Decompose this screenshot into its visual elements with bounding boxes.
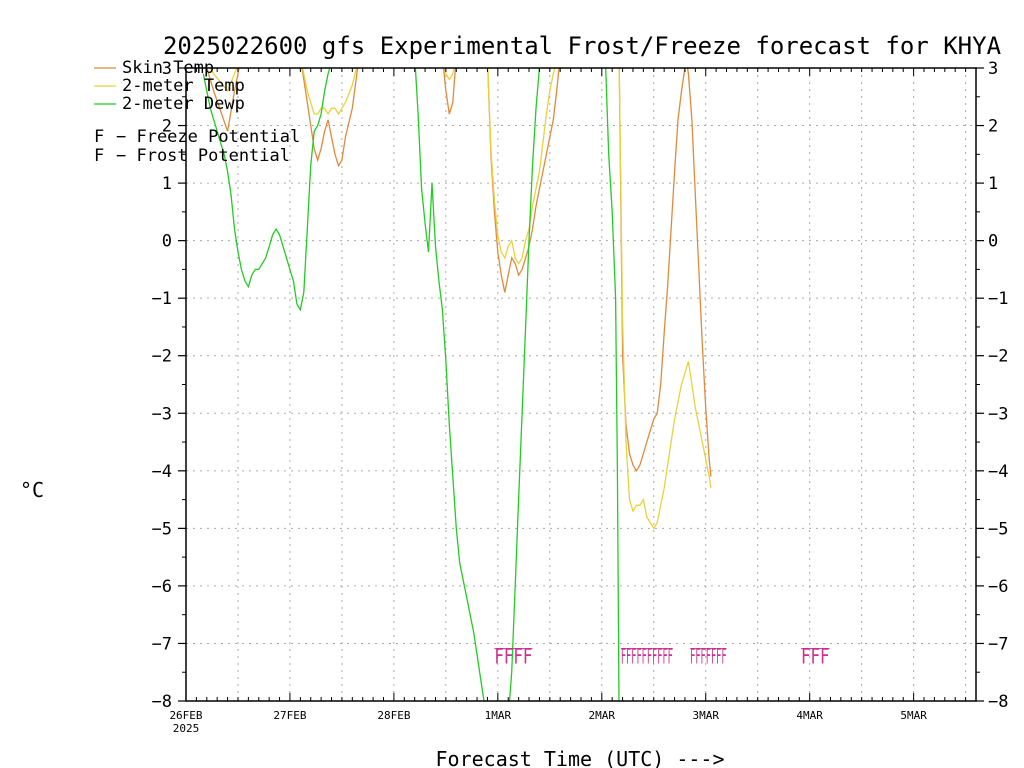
y-tick-label-left: 0 xyxy=(162,232,172,252)
legend-label-2: 2-meter Dewp xyxy=(122,94,245,114)
series-line-1 xyxy=(209,68,712,530)
y-tick-label-right: 1 xyxy=(988,174,998,194)
y-tick-label-left: −2 xyxy=(152,347,172,367)
legend-flag-letter-1: F xyxy=(94,146,104,166)
x-tick-label: 1MAR xyxy=(485,709,512,722)
y-tick-label-left: 1 xyxy=(162,174,172,194)
gridlines xyxy=(186,68,976,701)
y-axis-left: −8 −7 −6 −5 −4 −3 −2 −1 0 1 2 3 xyxy=(152,59,186,712)
y-tick-label-left: −4 xyxy=(152,462,172,482)
y-tick-label-left: −7 xyxy=(152,634,172,654)
x-tick-label: 2MAR xyxy=(589,709,616,722)
y-tick-label-left: −5 xyxy=(152,519,172,539)
y-tick-label-right: −5 xyxy=(988,519,1008,539)
x-tick-label: 28FEB xyxy=(377,709,410,722)
chart-title: 2025022600 gfs Experimental Frost/Freeze… xyxy=(163,32,1002,60)
x-axis-label: Forecast Time (UTC) ---> xyxy=(436,747,725,768)
y-tick-label-left: −1 xyxy=(152,289,172,309)
series-line-2 xyxy=(202,68,620,701)
y-tick-label-left: −3 xyxy=(152,404,172,424)
x-tick-label: 26FEB xyxy=(169,709,202,722)
legend-flag-letter-0: F xyxy=(94,127,104,147)
y-tick-label-right: 0 xyxy=(988,232,998,252)
y-tick-label-right: −6 xyxy=(988,577,1008,597)
y-tick-label-right: −1 xyxy=(988,289,1008,309)
y-tick-label-right: −2 xyxy=(988,347,1008,367)
y-tick-label-left: 2 xyxy=(162,117,172,137)
legend-label-1: 2-meter Temp xyxy=(122,76,245,96)
y-axis-right: −8 −7 −6 −5 −4 −3 −2 −1 0 1 2 3 xyxy=(976,59,1008,712)
y-tick-label-left: −6 xyxy=(152,577,172,597)
y-tick-label-right: −3 xyxy=(988,404,1008,424)
legend-flag-label-1: − Frost Potential xyxy=(116,146,290,166)
series-lines xyxy=(202,68,712,701)
y-tick-label-right: −4 xyxy=(988,462,1008,482)
y-tick-label-right: −7 xyxy=(988,634,1008,654)
x-tick-label: 27FEB xyxy=(273,709,306,722)
x-tick-label: 5MAR xyxy=(900,709,927,722)
legend-flag-label-0: − Freeze Potential xyxy=(116,127,300,147)
y-tick-label-left: −8 xyxy=(152,692,172,712)
x-tick-label: 3MAR xyxy=(692,709,719,722)
y-tick-label-right: 3 xyxy=(988,59,998,79)
y-tick-label-left: 3 xyxy=(162,59,172,79)
y-tick-label-right: −8 xyxy=(988,692,1008,712)
x-tick-sublabel: 2025 xyxy=(173,722,200,735)
legend-label-0: Skin Temp xyxy=(122,58,214,78)
x-tick-label: 4MAR xyxy=(796,709,823,722)
y-axis-label: °C xyxy=(20,478,44,502)
freeze-flags: FFFF FFFFFFFFFF FFFFFFF FFF xyxy=(494,645,830,669)
y-tick-label-right: 2 xyxy=(988,117,998,137)
